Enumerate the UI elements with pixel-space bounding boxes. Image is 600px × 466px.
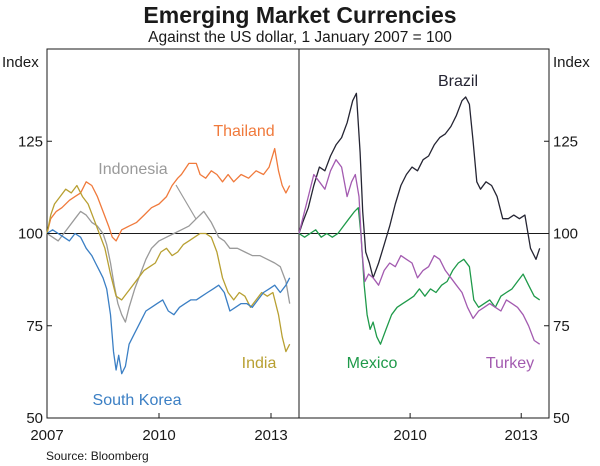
chart-subtitle: Against the US dollar, 1 January 2007 = … [148, 29, 452, 46]
series-line-turkey [298, 159, 541, 345]
x-tick-label-left-2013: 2013 [254, 427, 287, 444]
label-pointer-indonesia [175, 184, 197, 220]
y-tick-label-left-50: 50 [26, 410, 43, 427]
series-label-india: India [242, 355, 277, 372]
x-tick-label-left-2007: 2007 [30, 427, 63, 444]
x-tick-label-left-2010: 2010 [142, 427, 175, 444]
axis-ticks: 2007 2010 2013 50 75 100 125 Index 2010 2013 50 75 1… [2, 54, 590, 444]
y-axis-label-right: Index [553, 54, 590, 71]
y-tick-label-right-100: 100 [553, 226, 578, 243]
y-axis-label-left: Index [2, 54, 39, 71]
series-line-south-korea [46, 229, 291, 375]
chart-title: Emerging Market Currencies [143, 2, 457, 28]
series-lines [46, 92, 541, 375]
series-label-mexico: Mexico [347, 355, 398, 372]
x-tick-label-right-2010: 2010 [393, 427, 426, 444]
source-note: Source: Bloomberg [46, 449, 149, 463]
series-line-thailand [46, 147, 291, 242]
series-label-thailand: Thailand [213, 123, 274, 140]
series-label-brazil: Brazil [438, 73, 478, 90]
series-label-indonesia: Indonesia [98, 161, 167, 178]
series-label-south-korea: South Korea [93, 392, 182, 409]
series-line-india [46, 184, 291, 353]
series-label-turkey: Turkey [486, 355, 534, 372]
x-tick-label-right-2013: 2013 [505, 427, 538, 444]
series-labels: Thailand Indonesia India South Korea Brazil M… [93, 73, 535, 409]
y-tick-label-left-75: 75 [26, 318, 43, 335]
series-line-indonesia [46, 210, 291, 323]
series-line-brazil [298, 92, 541, 279]
series-line-mexico [298, 207, 541, 345]
y-tick-label-right-125: 125 [553, 133, 578, 150]
y-tick-label-left-100: 100 [18, 226, 43, 243]
y-tick-label-left-125: 125 [18, 133, 43, 150]
y-tick-label-right-50: 50 [553, 410, 570, 427]
y-tick-label-right-75: 75 [553, 318, 570, 335]
